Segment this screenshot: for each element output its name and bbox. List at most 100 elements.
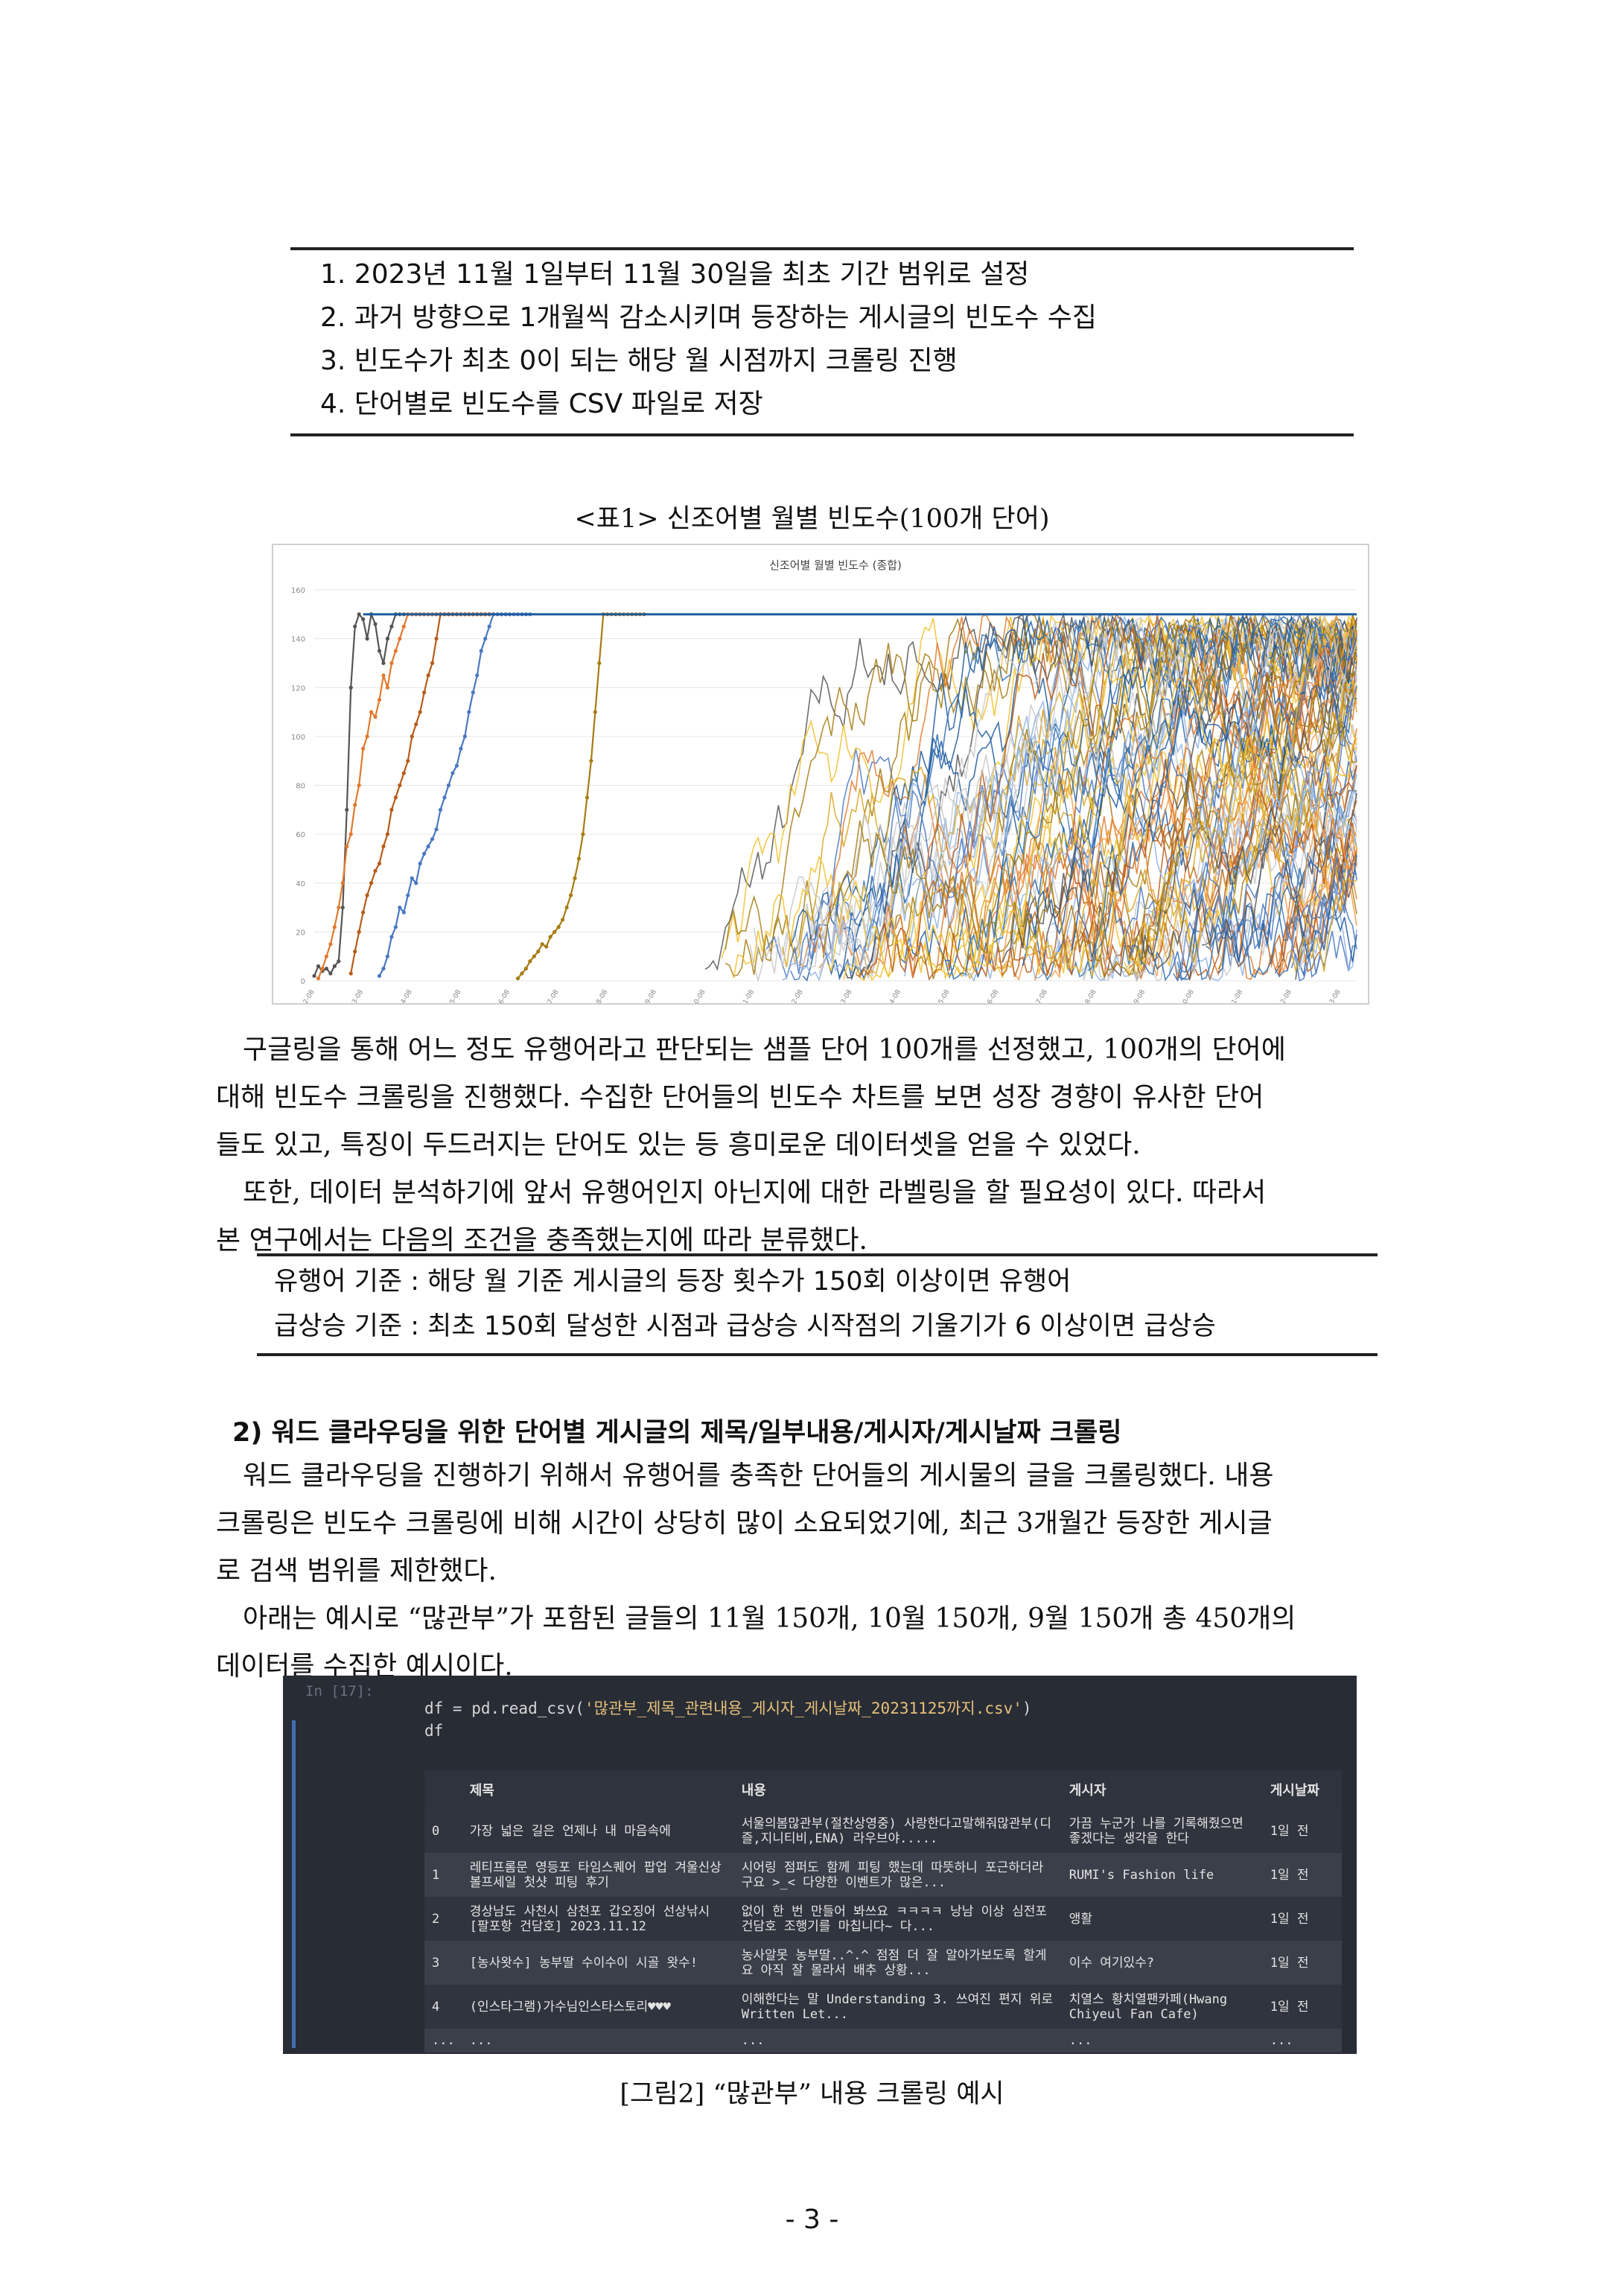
series-line xyxy=(965,681,1357,980)
data-point xyxy=(393,795,398,800)
series-line xyxy=(378,613,530,976)
data-point xyxy=(434,827,439,832)
table-cell: 1일 전 xyxy=(1262,1985,1342,2029)
data-point xyxy=(381,673,386,678)
data-point xyxy=(426,844,430,849)
data-point xyxy=(320,966,325,971)
series-line xyxy=(313,611,490,976)
line-chart: 신조어별 월별 빈도수 (종합) 0 20 40 60 80 100 120 140 160 200… xyxy=(272,544,1369,1017)
series-line xyxy=(993,614,1357,944)
steps-bottom-rule xyxy=(290,433,1354,436)
data-point xyxy=(442,795,447,800)
data-point xyxy=(324,966,329,971)
data-point xyxy=(450,771,455,775)
data-point xyxy=(361,617,366,621)
x-tick-label: 2014-08 xyxy=(882,988,903,1003)
data-point xyxy=(568,893,573,897)
table-cell: RUMI's Fashion life xyxy=(1061,1853,1263,1897)
series-line xyxy=(1010,640,1357,962)
code-line-2[interactable]: df xyxy=(424,1722,444,1740)
data-point xyxy=(316,964,321,968)
data-point xyxy=(576,856,582,861)
code-string: '많관부_제목_관련내용_게시자_게시날짜_20231125까지.csv' xyxy=(584,1699,1022,1717)
table-cell: 1일 전 xyxy=(1262,1897,1342,1941)
steps-list: 1. 2023년 11월 1일부터 11월 30일을 최초 기간 범위로 설정 … xyxy=(320,253,1348,426)
row-index-cell: 1 xyxy=(424,1853,462,1897)
data-point xyxy=(581,832,585,836)
data-point xyxy=(410,876,414,880)
x-tick-label: 2019-08 xyxy=(1127,988,1147,1003)
criteria-bottom-rule xyxy=(257,1353,1378,1356)
data-point xyxy=(479,649,483,653)
column-header: 게시날짜 xyxy=(1262,1770,1342,1809)
table-cell: 경상남도 사천시 삼천포 갑오징어 선상낚시 [팔포항 건담호] 2023.11… xyxy=(462,1897,734,1941)
x-tick-label: 2007-08 xyxy=(540,988,561,1003)
series-line xyxy=(855,613,1357,978)
x-tick-label: 2008-08 xyxy=(589,988,610,1003)
code-prefix: df = pd.read_csv( xyxy=(424,1699,585,1717)
table-row: 3 [농사왓수] 농부딸 수이수이 시골 왓수! 농사알못 농부딸..^.^ 점점 … xyxy=(424,1941,1342,1985)
data-point xyxy=(312,973,316,979)
data-point xyxy=(365,893,369,897)
table-cell: [농사왓수] 농부딸 수이수이 시골 왓수! xyxy=(462,1941,734,1985)
data-point xyxy=(353,950,357,954)
data-point xyxy=(369,710,374,714)
data-point xyxy=(462,734,467,739)
text-line: 구글링을 통해 어느 정도 유행어라고 판단되는 샘플 단어 100개를 선정했… xyxy=(243,1034,1286,1065)
chart-svg: 신조어별 월별 빈도수 (종합) 0 20 40 60 80 100 120 140 160 200… xyxy=(291,559,1357,1017)
x-tick-label: 2003-08 xyxy=(345,988,366,1003)
text-line: 또한, 데이터 분석하기에 앞서 유행어인지 아닌지에 대한 라벨링을 할 필요… xyxy=(243,1177,1267,1208)
data-point xyxy=(553,929,557,934)
data-point xyxy=(398,637,402,641)
data-point xyxy=(365,637,369,641)
data-point xyxy=(422,690,427,695)
criteria-surge: 급상승 기준 : 최초 150회 달성한 시점과 급상승 시작점의 기울기가 6… xyxy=(274,1311,1216,1341)
series-line xyxy=(317,613,494,979)
series-line xyxy=(1274,854,1357,978)
x-tick-label: 2006-08 xyxy=(491,988,512,1003)
data-point xyxy=(385,685,390,690)
series-line xyxy=(896,771,1357,981)
data-point xyxy=(597,661,602,666)
data-point xyxy=(365,734,369,739)
step-item: 2. 과거 방향으로 1개월씩 감소시키며 등장하는 게시글의 빈도수 수집 xyxy=(320,302,1098,333)
y-tick-label: 20 xyxy=(296,929,305,937)
code-line-1[interactable]: df = pd.read_csv('많관부_제목_관련내용_게시자_게시날짜_2… xyxy=(424,1696,1032,1719)
data-point xyxy=(418,710,422,714)
data-point xyxy=(532,954,536,958)
series-line xyxy=(1217,859,1357,974)
row-index-cell: 2 xyxy=(424,1897,462,1941)
data-point xyxy=(332,964,337,968)
x-tick-label: 2018-08 xyxy=(1077,988,1098,1003)
data-point xyxy=(377,973,382,979)
x-tick-label: 2023-08 xyxy=(1322,988,1343,1003)
code-suffix: ) xyxy=(1022,1699,1032,1717)
y-tick-label: 120 xyxy=(291,684,305,693)
data-point xyxy=(377,698,382,702)
y-tick-label: 0 xyxy=(301,978,305,986)
data-point xyxy=(430,661,435,666)
table-cell: 앵활 xyxy=(1061,1897,1263,1941)
data-point xyxy=(426,673,430,678)
page-number: - 3 - xyxy=(785,2204,839,2235)
data-point xyxy=(353,803,357,807)
table-row: 0 가장 넓은 길은 언제나 내 마음속에 서울의봄많관부(절찬상영중) 사랑한다고… xyxy=(424,1809,1342,1853)
data-point xyxy=(340,881,345,885)
x-tick-label: 2012-08 xyxy=(784,988,805,1003)
table-cell: 시어링 점퍼도 함께 피팅 했는데 따뜻하니 포근하더라구요 >_< 다양한 이… xyxy=(733,1853,1062,1897)
data-point xyxy=(454,763,459,768)
table-cell: 1일 전 xyxy=(1262,1941,1342,1985)
table-cell: 가장 넓은 길은 언제나 내 마음속에 xyxy=(462,1809,734,1853)
data-point xyxy=(373,622,378,626)
data-point xyxy=(410,734,414,739)
series-line xyxy=(782,688,1357,982)
series-line xyxy=(350,613,510,974)
data-point xyxy=(381,966,386,971)
data-point xyxy=(475,673,480,678)
data-point xyxy=(393,925,398,929)
series-line xyxy=(1079,822,1357,982)
series-line xyxy=(1071,643,1357,951)
data-point xyxy=(361,910,366,915)
x-tick-label: 2013-08 xyxy=(833,988,854,1003)
data-point xyxy=(414,722,418,727)
